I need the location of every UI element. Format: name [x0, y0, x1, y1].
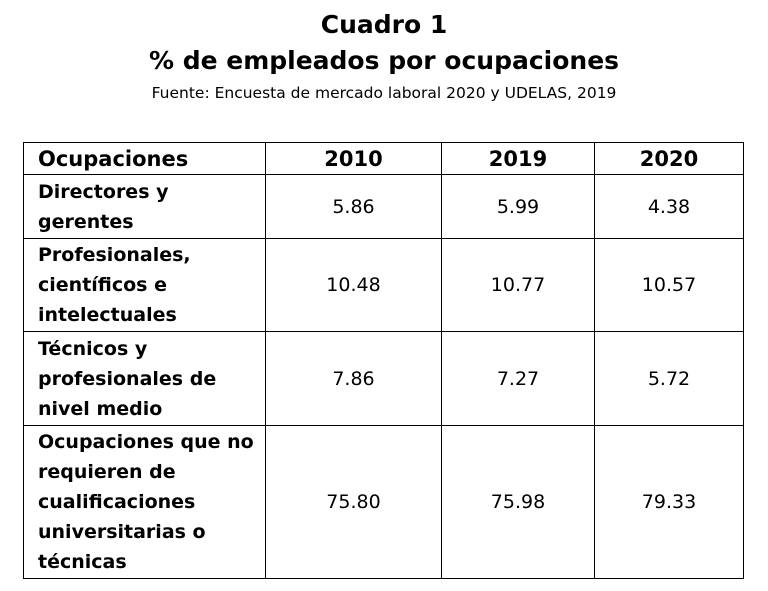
cell-2019: 7.27 — [441, 331, 595, 426]
cell-2020: 10.57 — [594, 238, 744, 332]
cell-2020: 79.33 — [594, 425, 744, 579]
cell-2020: 4.38 — [594, 174, 744, 239]
column-header-2010: 2010 — [265, 142, 442, 175]
cell-2019: 75.98 — [441, 425, 595, 579]
cell-2019: 5.99 — [441, 174, 595, 239]
source-note: Fuente: Encuesta de mercado laboral 2020… — [151, 84, 617, 102]
cell-2019: 10.77 — [441, 238, 595, 332]
cell-2010: 75.80 — [265, 425, 442, 579]
row-label: Profesionales, científicos e intelectual… — [23, 238, 266, 332]
table-row: Directores y gerentes 5.86 5.99 4.38 — [23, 174, 744, 239]
occupations-table: Ocupaciones 2010 2019 2020 Directores y … — [23, 142, 744, 579]
cell-2010: 7.86 — [265, 331, 442, 426]
column-header-2019: 2019 — [441, 142, 595, 175]
cell-2010: 10.48 — [265, 238, 442, 332]
table-row: Ocupaciones que no requieren de cualific… — [23, 425, 744, 579]
cell-2020: 5.72 — [594, 331, 744, 426]
table-row: Profesionales, científicos e intelectual… — [23, 238, 744, 332]
cell-2010: 5.86 — [265, 174, 442, 239]
row-label: Técnicos y profesionales de nivel medio — [23, 331, 266, 426]
row-label: Ocupaciones que no requieren de cualific… — [23, 425, 266, 579]
page-subtitle: % de empleados por ocupaciones — [148, 46, 620, 75]
column-header-occupations: Ocupaciones — [23, 142, 266, 175]
table-row: Técnicos y profesionales de nivel medio … — [23, 331, 744, 426]
column-header-2020: 2020 — [594, 142, 744, 175]
table-header-row: Ocupaciones 2010 2019 2020 — [23, 142, 744, 175]
row-label: Directores y gerentes — [23, 174, 266, 239]
page-title: Cuadro 1 — [320, 10, 448, 39]
